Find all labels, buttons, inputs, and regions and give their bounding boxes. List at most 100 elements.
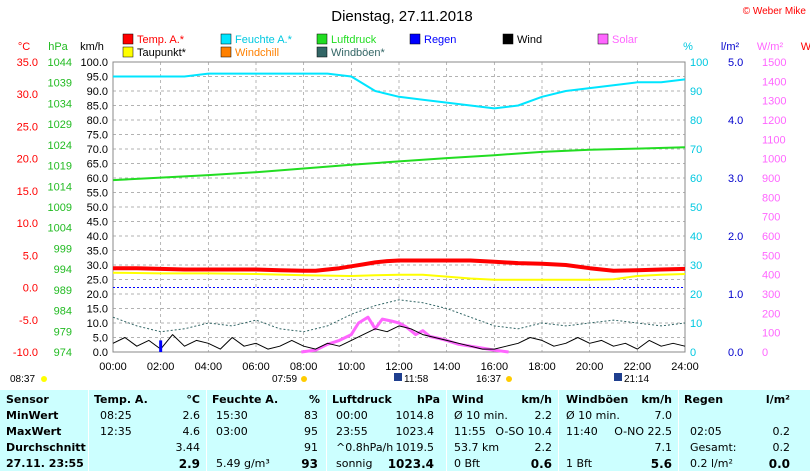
y-tick-solar: 1200 xyxy=(762,115,786,127)
chart-title: Dienstag, 27.11.2018 xyxy=(331,8,473,25)
y-tick-wind: 0.0 xyxy=(93,347,108,359)
y-tick-wind: 90.0 xyxy=(87,86,108,98)
column-separator xyxy=(678,390,679,471)
table-cell: 7.0 xyxy=(654,409,673,422)
y-tick-press: 1034 xyxy=(48,98,72,110)
y-tick-temp: 20.0 xyxy=(17,154,38,166)
x-tick-label: 12:00 xyxy=(385,361,413,373)
y-tick-hum: 50 xyxy=(690,202,702,214)
y-tick-press: 1019 xyxy=(48,161,72,173)
sunset-icon xyxy=(506,376,512,382)
y-tick-wind: 15.0 xyxy=(87,304,108,316)
legend-swatch xyxy=(122,46,134,58)
y-tick-wind: 5.0 xyxy=(93,333,108,345)
table-cell: 1023.4 xyxy=(387,457,434,471)
copyright-label: © Weber Mike xyxy=(743,6,807,17)
table-cell: 00:00 xyxy=(336,409,368,422)
y-tick-temp: 35.0 xyxy=(17,57,38,69)
table-cell: 5.6 xyxy=(650,457,672,471)
y-tick-press: 1029 xyxy=(48,119,72,131)
table-cell: 1 Bft xyxy=(566,457,593,470)
table-header: Sensor xyxy=(6,393,49,406)
table-cell: sonnig xyxy=(336,457,373,470)
y-tick-press: 974 xyxy=(54,347,72,359)
axis-unit-label: % xyxy=(683,41,693,53)
y-tick-wind: 100.0 xyxy=(80,57,108,69)
y-tick-press: 999 xyxy=(54,243,72,255)
table-cell: Gesamt: xyxy=(690,441,737,454)
table-cell: 11:55 xyxy=(454,425,486,438)
table-cell: 95 xyxy=(304,425,318,438)
legend-swatch xyxy=(597,33,609,45)
y-tick-temp: -10.0 xyxy=(13,347,38,359)
table-cell: 15:30 xyxy=(216,409,248,422)
axis-units: °C hPa km/h% l/m² W/m² W xyxy=(18,41,810,53)
y-tick-wind: 80.0 xyxy=(87,115,108,127)
table-header: Wind xyxy=(452,393,484,406)
table-cell: 1023.4 xyxy=(395,425,435,438)
legend-swatch xyxy=(502,33,514,45)
axis-unit-label: °C xyxy=(18,41,30,53)
y-tick-solar: 400 xyxy=(762,270,780,282)
y-axis-ticks: 35.0 30.0 25.0 20.0 15.0 10.0 5.0 0.0 -5.0 -10.0 1… xyxy=(13,57,787,359)
table-cell: 7.1 xyxy=(654,441,673,454)
y-tick-hum: 0 xyxy=(690,347,696,359)
table-cell: 4.6 xyxy=(182,425,201,438)
y-tick-solar: 500 xyxy=(762,250,780,262)
y-tick-wind: 55.0 xyxy=(87,188,108,200)
legend-swatch xyxy=(220,46,232,58)
table-header: l/m² xyxy=(765,393,790,406)
moonrise-label: 08:37 xyxy=(10,374,35,385)
y-tick-solar: 1300 xyxy=(762,96,786,108)
table-cell: 3.44 xyxy=(175,441,201,454)
y-tick-wind: 20.0 xyxy=(87,289,108,301)
table-cell: O-SO 10.4 xyxy=(495,425,552,438)
axis-unit-label: W/m² xyxy=(757,41,784,53)
table-cell: 2.6 xyxy=(182,409,201,422)
series-line-wind xyxy=(112,325,686,350)
column-separator xyxy=(326,390,327,471)
table-cell: 2.2 xyxy=(534,409,553,422)
y-tick-press: 989 xyxy=(54,285,72,297)
y-tick-wind: 95.0 xyxy=(87,72,108,84)
table-row-label: MinWert xyxy=(6,409,59,422)
series-line-luftdruck xyxy=(112,146,686,182)
table-cell: 2.9 xyxy=(178,457,200,471)
weather-chart: Dienstag, 27.11.2018 © Weber Mike Temp. … xyxy=(10,6,810,385)
table-row-label: MaxWert xyxy=(6,425,62,438)
y-tick-hum: 10 xyxy=(690,318,702,330)
table-cell: 2.2 xyxy=(534,441,553,454)
legend-swatch xyxy=(122,33,134,45)
legend-label: Wind xyxy=(517,34,542,46)
table-cell: 93 xyxy=(301,457,318,471)
y-tick-temp: -5.0 xyxy=(19,315,38,327)
table-header: hPa xyxy=(416,393,440,406)
table-header: km/h xyxy=(521,393,552,406)
y-tick-wind: 70.0 xyxy=(87,144,108,156)
table-cell: 0.6 xyxy=(530,457,552,471)
table-header: Luftdruck xyxy=(332,393,392,406)
y-tick-temp: 5.0 xyxy=(23,250,38,262)
y-tick-wind: 40.0 xyxy=(87,231,108,243)
y-tick-rain: 0.0 xyxy=(728,347,743,359)
legend-label: Regen xyxy=(424,34,456,46)
y-tick-hum: 40 xyxy=(690,231,702,243)
x-tick-label: 22:00 xyxy=(624,361,652,373)
x-tick-label: 18:00 xyxy=(528,361,556,373)
legend-label: Feuchte A.* xyxy=(235,34,293,46)
table-cell: 02:05 xyxy=(690,425,722,438)
y-tick-solar: 1000 xyxy=(762,154,786,166)
y-tick-wind: 10.0 xyxy=(87,318,108,330)
y-tick-solar: 1400 xyxy=(762,76,786,88)
y-tick-solar: 800 xyxy=(762,192,780,204)
x-tick-label: 20:00 xyxy=(576,361,604,373)
table-cell: 5.49 g/m³ xyxy=(216,457,270,470)
y-tick-wind: 45.0 xyxy=(87,217,108,229)
series-line-windben xyxy=(112,299,686,333)
y-tick-solar: 100 xyxy=(762,328,780,340)
y-tick-press: 979 xyxy=(54,326,72,338)
y-tick-temp: 15.0 xyxy=(17,186,38,198)
y-tick-press: 984 xyxy=(54,306,72,318)
table-cell: ^0.8hPa/h xyxy=(336,441,394,454)
y-tick-hum: 100 xyxy=(690,57,708,69)
